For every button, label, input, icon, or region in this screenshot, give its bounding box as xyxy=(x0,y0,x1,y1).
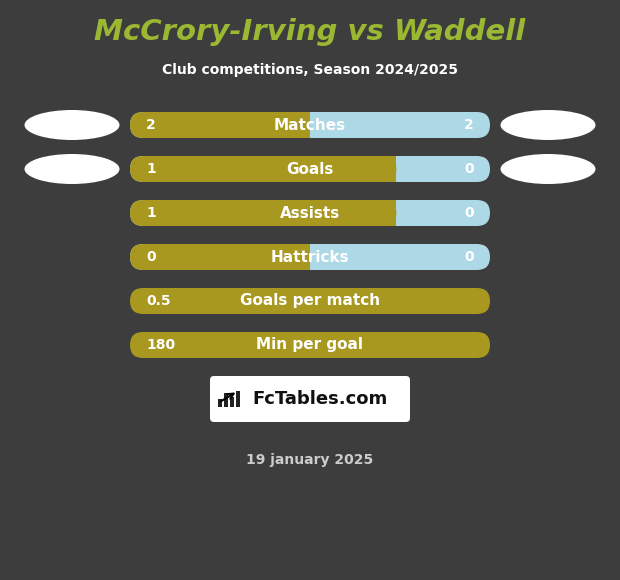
Text: Assists: Assists xyxy=(280,205,340,220)
FancyBboxPatch shape xyxy=(130,112,310,138)
Text: 2: 2 xyxy=(464,118,474,132)
Text: 0: 0 xyxy=(464,162,474,176)
FancyBboxPatch shape xyxy=(130,156,490,182)
Text: Matches: Matches xyxy=(274,118,346,132)
Bar xyxy=(297,244,310,270)
FancyBboxPatch shape xyxy=(130,288,490,314)
Text: Goals per match: Goals per match xyxy=(240,293,380,309)
Text: 0: 0 xyxy=(464,206,474,220)
Text: 0: 0 xyxy=(146,250,156,264)
FancyBboxPatch shape xyxy=(130,244,490,270)
FancyBboxPatch shape xyxy=(130,200,490,226)
Text: 180: 180 xyxy=(146,338,175,352)
Text: 19 january 2025: 19 january 2025 xyxy=(246,453,374,467)
Ellipse shape xyxy=(500,154,595,184)
Bar xyxy=(230,397,234,407)
Text: Goals: Goals xyxy=(286,161,334,176)
Text: Club competitions, Season 2024/2025: Club competitions, Season 2024/2025 xyxy=(162,63,458,77)
Text: Min per goal: Min per goal xyxy=(257,338,363,353)
Text: 1: 1 xyxy=(146,206,156,220)
Bar xyxy=(224,393,228,407)
Text: 1: 1 xyxy=(146,162,156,176)
Bar xyxy=(236,391,240,407)
Ellipse shape xyxy=(500,110,595,140)
Text: 0.5: 0.5 xyxy=(146,294,170,308)
Bar xyxy=(297,112,310,138)
FancyBboxPatch shape xyxy=(130,244,310,270)
Text: FcTables.com: FcTables.com xyxy=(252,390,388,408)
Text: 0: 0 xyxy=(464,250,474,264)
Ellipse shape xyxy=(25,110,120,140)
Bar xyxy=(383,200,396,226)
FancyBboxPatch shape xyxy=(130,156,396,182)
Bar xyxy=(218,399,222,407)
FancyBboxPatch shape xyxy=(130,332,490,358)
Text: Hattricks: Hattricks xyxy=(271,249,349,264)
FancyBboxPatch shape xyxy=(210,376,410,422)
Bar xyxy=(383,156,396,182)
FancyBboxPatch shape xyxy=(130,200,396,226)
Ellipse shape xyxy=(25,154,120,184)
FancyBboxPatch shape xyxy=(130,112,490,138)
Text: McCrory-Irving vs Waddell: McCrory-Irving vs Waddell xyxy=(94,18,526,46)
Text: 2: 2 xyxy=(146,118,156,132)
